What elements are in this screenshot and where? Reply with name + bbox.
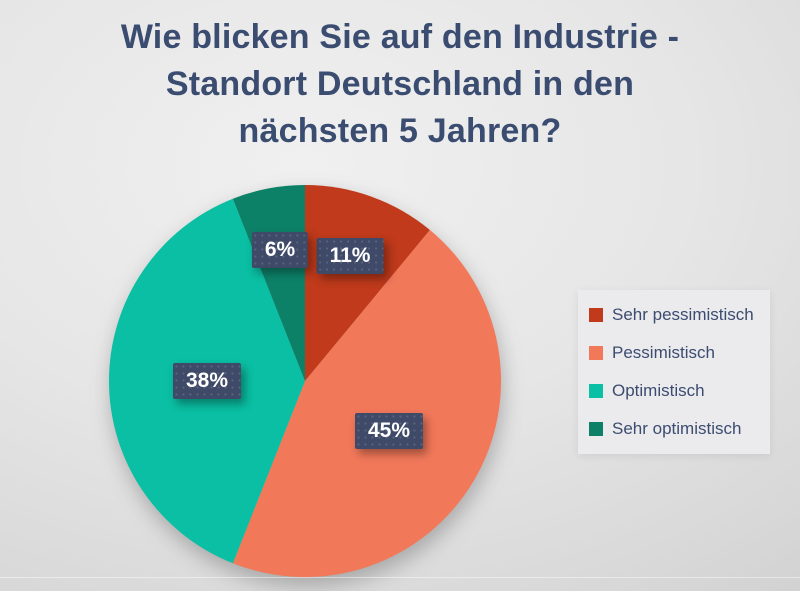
legend-label: Sehr optimistisch <box>612 419 742 438</box>
chart-title-line-3: nächsten 5 Jahren? <box>238 111 562 150</box>
legend-label: Optimistisch <box>612 381 705 400</box>
legend-item-optimistisch: Optimistisch <box>578 372 770 410</box>
legend-color-swatch-icon <box>589 384 603 398</box>
slide-bottom-edge <box>0 577 800 578</box>
legend-color-swatch-icon <box>589 308 603 322</box>
pie-slice-sehr-pessimistisch <box>305 185 430 381</box>
pie-value-label-sehr-optimistisch: 6% <box>251 232 309 268</box>
legend-item-sehr-optimistisch: Sehr optimistisch <box>578 410 770 448</box>
legend: Sehr pessimistisch Pessimistisch Optimisti… <box>578 290 770 454</box>
chart-title-line-2: Standort Deutschland in den <box>165 64 635 103</box>
pie-slice-pessimistisch <box>232 229 502 578</box>
legend-item-pessimistisch: Pessimistisch <box>578 334 770 372</box>
chart-title: Wie blicken Sie auf den Industrie - Stan… <box>0 14 800 155</box>
legend-color-swatch-icon <box>589 346 603 360</box>
pie-value-label-sehr-pessimistisch: 11% <box>316 238 384 274</box>
legend-item-sehr-pessimistisch: Sehr pessimistisch <box>578 296 770 334</box>
chart-title-line-1: Wie blicken Sie auf den Industrie - <box>120 18 680 56</box>
legend-color-swatch-icon <box>589 422 603 436</box>
pie-value-label-optimistisch: 38% <box>172 363 242 399</box>
legend-label: Sehr pessimistisch <box>612 305 754 324</box>
pie-value-label-pessimistisch: 45% <box>354 413 424 449</box>
legend-label: Pessimistisch <box>612 343 715 362</box>
